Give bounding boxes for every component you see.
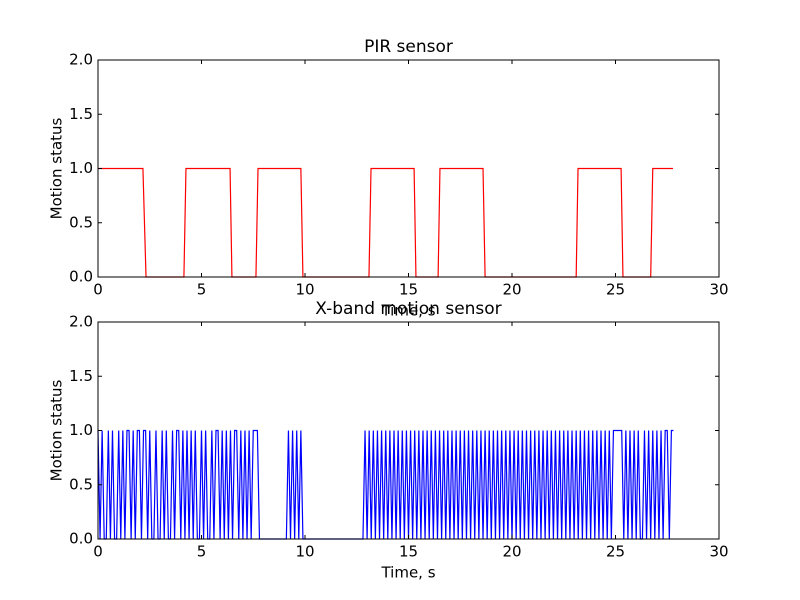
y-tick-label: 1.0 (69, 159, 93, 177)
x-tick-label: 10 (295, 281, 314, 299)
x-tick-label: 15 (399, 543, 418, 561)
y-tick-label: 1.5 (69, 367, 93, 385)
x-tick-label: 15 (399, 281, 418, 299)
x-tick-label: 30 (709, 281, 728, 299)
x-tick-label: 25 (606, 543, 625, 561)
y-axis-label: Motion status (48, 379, 66, 481)
y-axis-label: Motion status (48, 117, 66, 219)
x-axis-label: Time, s (380, 564, 435, 582)
x-tick-label: 20 (502, 543, 521, 561)
y-tick-label: 1.5 (69, 105, 93, 123)
x-tick-label: 25 (606, 281, 625, 299)
y-tick-label: 0.5 (69, 213, 93, 231)
y-tick-label: 2.0 (69, 313, 93, 331)
x-tick-label: 30 (709, 543, 728, 561)
data-line (97, 429, 674, 540)
y-tick-label: 2.0 (69, 51, 93, 69)
x-tick-label: 5 (197, 543, 207, 561)
x-tick-label: 10 (295, 543, 314, 561)
y-tick-label: 0.5 (69, 475, 93, 493)
x-axis-label: Time, s (380, 302, 435, 320)
data-line (98, 167, 674, 278)
x-tick-label: 20 (502, 281, 521, 299)
y-tick-label: 0.0 (69, 530, 93, 548)
x-tick-label: 0 (93, 281, 103, 299)
chart-title: PIR sensor (364, 37, 453, 57)
x-tick-label: 5 (197, 281, 207, 299)
x-tick-label: 0 (93, 543, 103, 561)
y-tick-label: 0.0 (69, 268, 93, 286)
y-tick-label: 1.0 (69, 421, 93, 439)
chart-title: X-band motion sensor (315, 299, 501, 319)
